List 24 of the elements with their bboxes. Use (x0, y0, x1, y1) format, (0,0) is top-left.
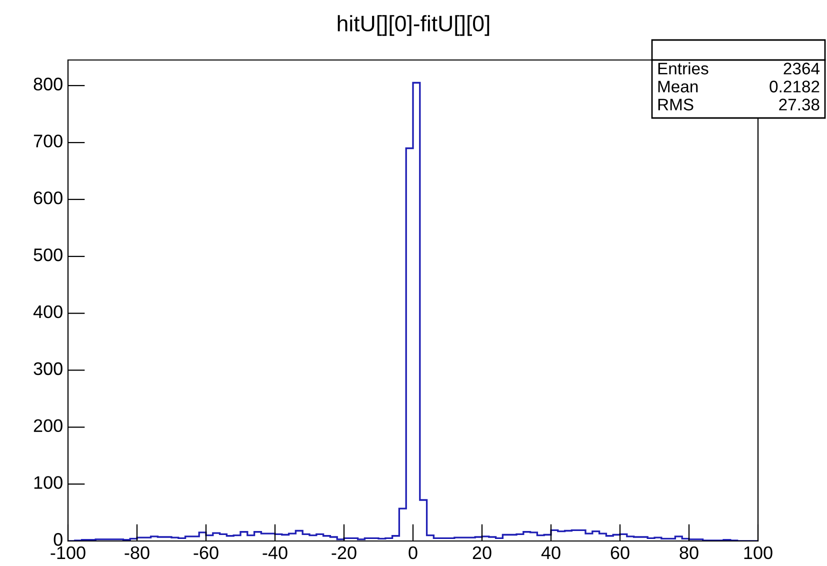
y-tick-label: 600 (34, 192, 62, 204)
x-tick-label: -100 (50, 546, 86, 560)
y-tick-label: 700 (34, 134, 62, 148)
x-tick-label: 80 (680, 546, 698, 560)
y-tick-label: 500 (34, 248, 62, 262)
x-tick-label: 0 (408, 546, 418, 560)
y-tick-label: 0 (54, 533, 62, 546)
y-tick-label: 300 (34, 362, 62, 376)
y-tick-label: 100 (34, 476, 62, 489)
text: Mean 0.2182 (658, 80, 820, 92)
x-tick-label: 100 (744, 546, 772, 560)
x-tick-label: -20 (332, 546, 356, 560)
x-tick-label: 40 (541, 546, 560, 560)
text: RMS 27.38 (658, 98, 820, 110)
text: Entries 2364 (658, 62, 820, 74)
x-tick-label: 20 (472, 546, 492, 560)
x-tick-label: 60 (610, 546, 630, 560)
x-tick-label: -60 (194, 546, 218, 560)
y-tick-label: 400 (33, 305, 62, 318)
y-tick-label: 200 (34, 419, 62, 432)
chart-title: hitU[][0]-fitU[][0] (338, 15, 490, 36)
x-tick-label: -80 (124, 546, 150, 560)
y-tick-label: 800 (34, 78, 62, 90)
x-tick-label: -40 (262, 546, 288, 560)
